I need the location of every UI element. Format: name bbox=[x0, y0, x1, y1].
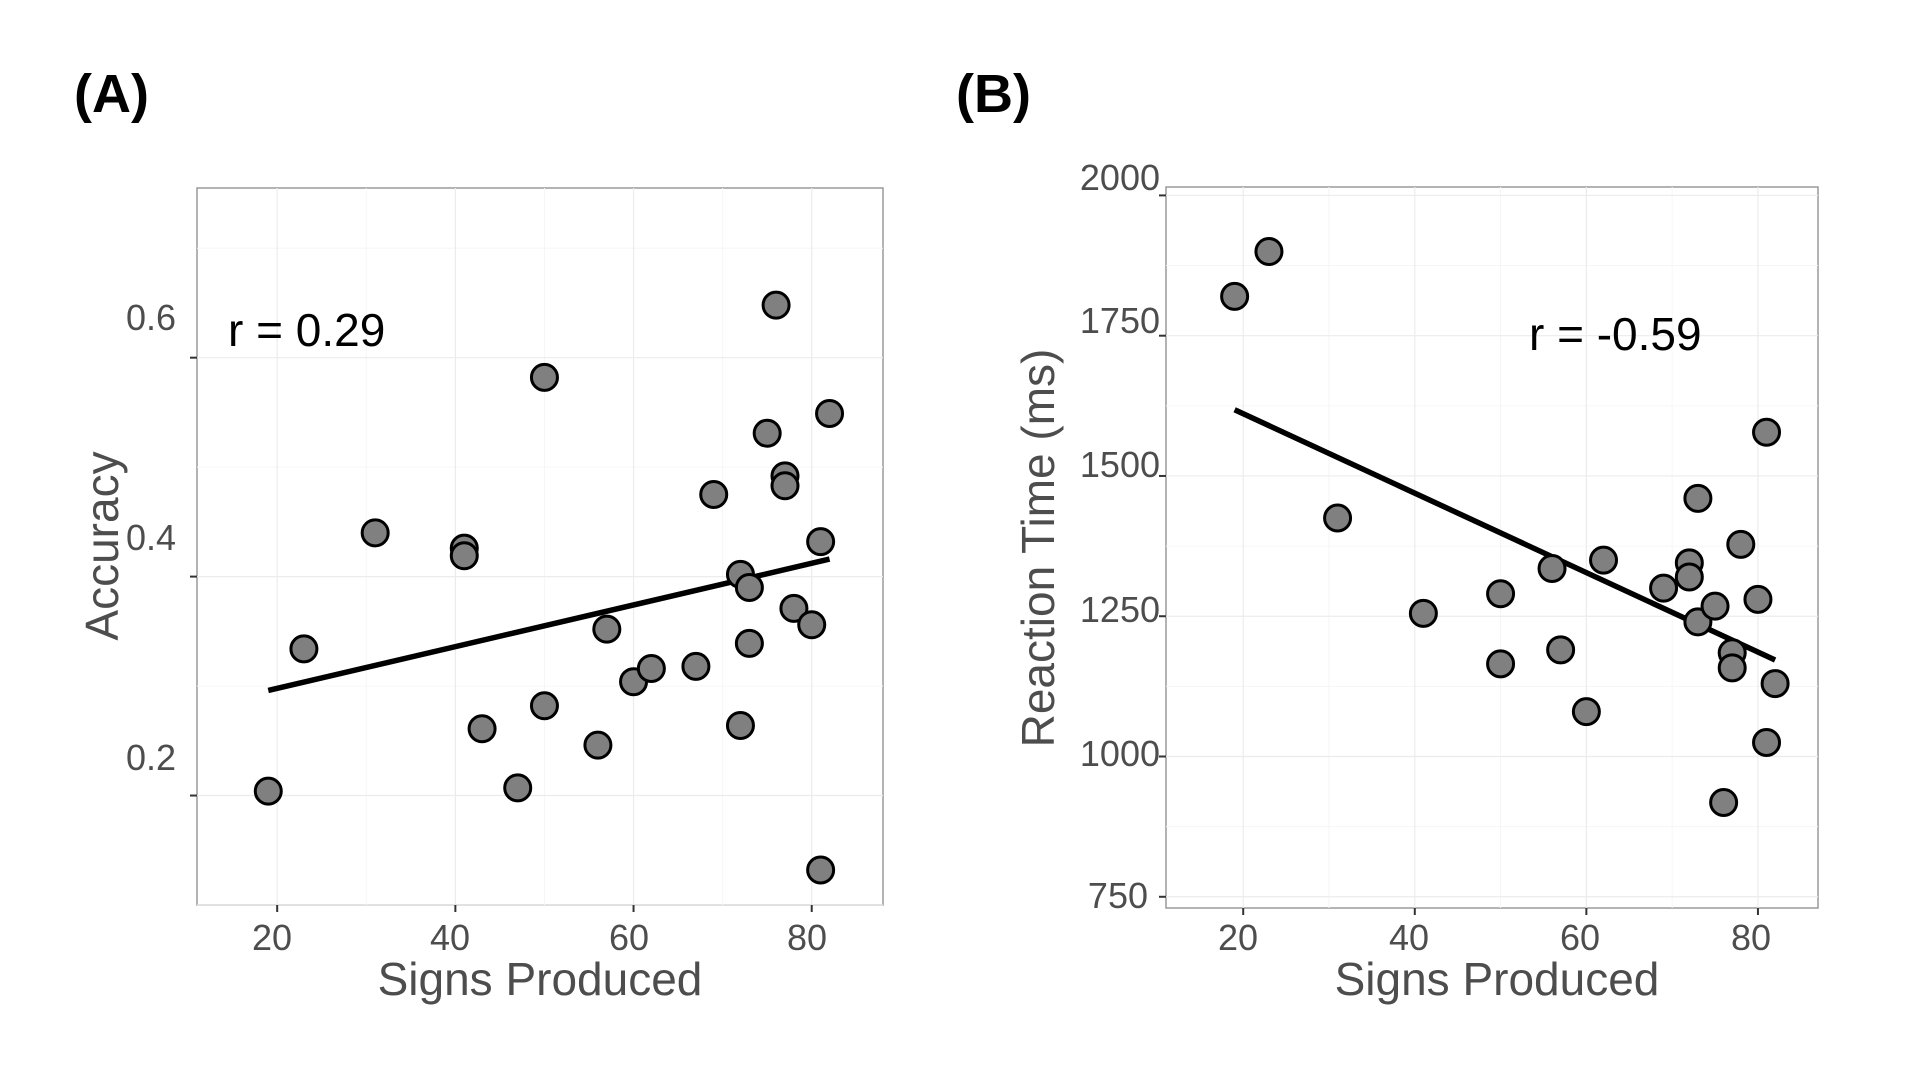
panel-a-y-axis-title: Accuracy bbox=[76, 451, 128, 640]
data-point bbox=[1408, 598, 1438, 628]
panel-b-y-tick-label: 1000 bbox=[1080, 733, 1160, 774]
panel-a-grid bbox=[197, 188, 883, 906]
panel-b-x-tick-label: 20 bbox=[1218, 917, 1258, 958]
data-point bbox=[1537, 554, 1567, 584]
data-point bbox=[1649, 573, 1679, 603]
panel-b-x-tick-label: 80 bbox=[1731, 917, 1771, 958]
data-point bbox=[1709, 788, 1739, 818]
data-point bbox=[636, 654, 666, 684]
data-point bbox=[1717, 653, 1747, 683]
data-point bbox=[806, 855, 836, 885]
data-point bbox=[1589, 545, 1619, 575]
data-point bbox=[1683, 483, 1713, 513]
data-point bbox=[761, 290, 791, 320]
panel-a-y-ticks bbox=[190, 356, 197, 797]
data-point bbox=[806, 527, 836, 557]
panel-b-y-tick-label: 1750 bbox=[1080, 300, 1160, 341]
data-point bbox=[449, 541, 479, 571]
data-point bbox=[752, 418, 782, 448]
data-point bbox=[770, 471, 800, 501]
panel-a-x-tick-label: 40 bbox=[430, 917, 470, 958]
data-point bbox=[1752, 727, 1782, 757]
panel-b-x-tick-label: 40 bbox=[1389, 917, 1429, 958]
data-point bbox=[289, 634, 319, 664]
panel-a-y-tick-label: 0.4 bbox=[126, 517, 176, 558]
data-point bbox=[1486, 579, 1516, 609]
panel-a-x-ticks bbox=[276, 905, 813, 912]
data-point bbox=[779, 593, 809, 623]
panel-a-y-tick-label: 0.2 bbox=[126, 737, 176, 778]
data-point bbox=[360, 518, 390, 548]
panel-b-correlation-annotation: r = -0.59 bbox=[1529, 308, 1702, 360]
panel-a: (A) 0.2 0.4 0.6 20 40 60 80 Signs Produc… bbox=[74, 64, 884, 1005]
data-point bbox=[815, 398, 845, 428]
panel-b-x-ticks bbox=[1242, 908, 1759, 915]
panel-b-grid bbox=[1166, 187, 1818, 908]
data-point bbox=[797, 610, 827, 640]
panel-b-points bbox=[1220, 237, 1790, 818]
panel-b-y-axis-title: Reaction Time (ms) bbox=[1012, 349, 1064, 748]
panel-a-x-tick-label: 20 bbox=[252, 917, 292, 958]
data-point bbox=[1743, 584, 1773, 614]
data-point bbox=[1571, 697, 1601, 727]
data-point bbox=[734, 573, 764, 603]
data-point bbox=[1674, 562, 1704, 592]
panel-b-y-tick-label: 750 bbox=[1088, 875, 1148, 916]
data-point bbox=[1726, 529, 1756, 559]
panel-a-label: (A) bbox=[74, 64, 149, 124]
data-point bbox=[1700, 591, 1730, 621]
data-point bbox=[529, 691, 559, 721]
panel-b-x-tick-label: 60 bbox=[1560, 917, 1600, 958]
panel-b: (B) 750 1000 1250 1500 1750 2000 20 40 6… bbox=[956, 64, 1819, 1005]
panel-b-y-tick-label: 2000 bbox=[1080, 157, 1160, 198]
data-point bbox=[592, 614, 622, 644]
data-point bbox=[1546, 635, 1576, 665]
data-point bbox=[1323, 503, 1353, 533]
data-point bbox=[1486, 649, 1516, 679]
data-point bbox=[1752, 417, 1782, 447]
data-point bbox=[725, 710, 755, 740]
data-point bbox=[467, 714, 497, 744]
data-point bbox=[734, 628, 764, 658]
panel-b-x-axis-title: Signs Produced bbox=[1335, 953, 1660, 1005]
panel-b-label: (B) bbox=[956, 64, 1031, 124]
panel-b-y-tick-label: 1500 bbox=[1080, 444, 1160, 485]
data-point bbox=[583, 730, 613, 760]
data-point bbox=[1760, 669, 1790, 699]
panel-a-y-tick-label: 0.6 bbox=[126, 297, 176, 338]
data-point bbox=[253, 776, 283, 806]
data-point bbox=[681, 651, 711, 681]
panel-a-x-tick-label: 60 bbox=[609, 917, 649, 958]
data-point bbox=[699, 480, 729, 510]
panel-a-correlation-annotation: r = 0.29 bbox=[228, 304, 385, 356]
data-point bbox=[529, 362, 559, 392]
data-point bbox=[503, 773, 533, 803]
panel-a-x-tick-label: 80 bbox=[787, 917, 827, 958]
panel-a-x-axis-title: Signs Produced bbox=[378, 953, 703, 1005]
panel-b-y-tick-label: 1250 bbox=[1080, 589, 1160, 630]
data-point bbox=[1254, 237, 1284, 267]
panel-b-plot-area bbox=[1165, 186, 1819, 909]
panel-b-y-ticks bbox=[1159, 194, 1166, 898]
data-point bbox=[1220, 281, 1250, 311]
panel-a-points bbox=[253, 290, 845, 885]
